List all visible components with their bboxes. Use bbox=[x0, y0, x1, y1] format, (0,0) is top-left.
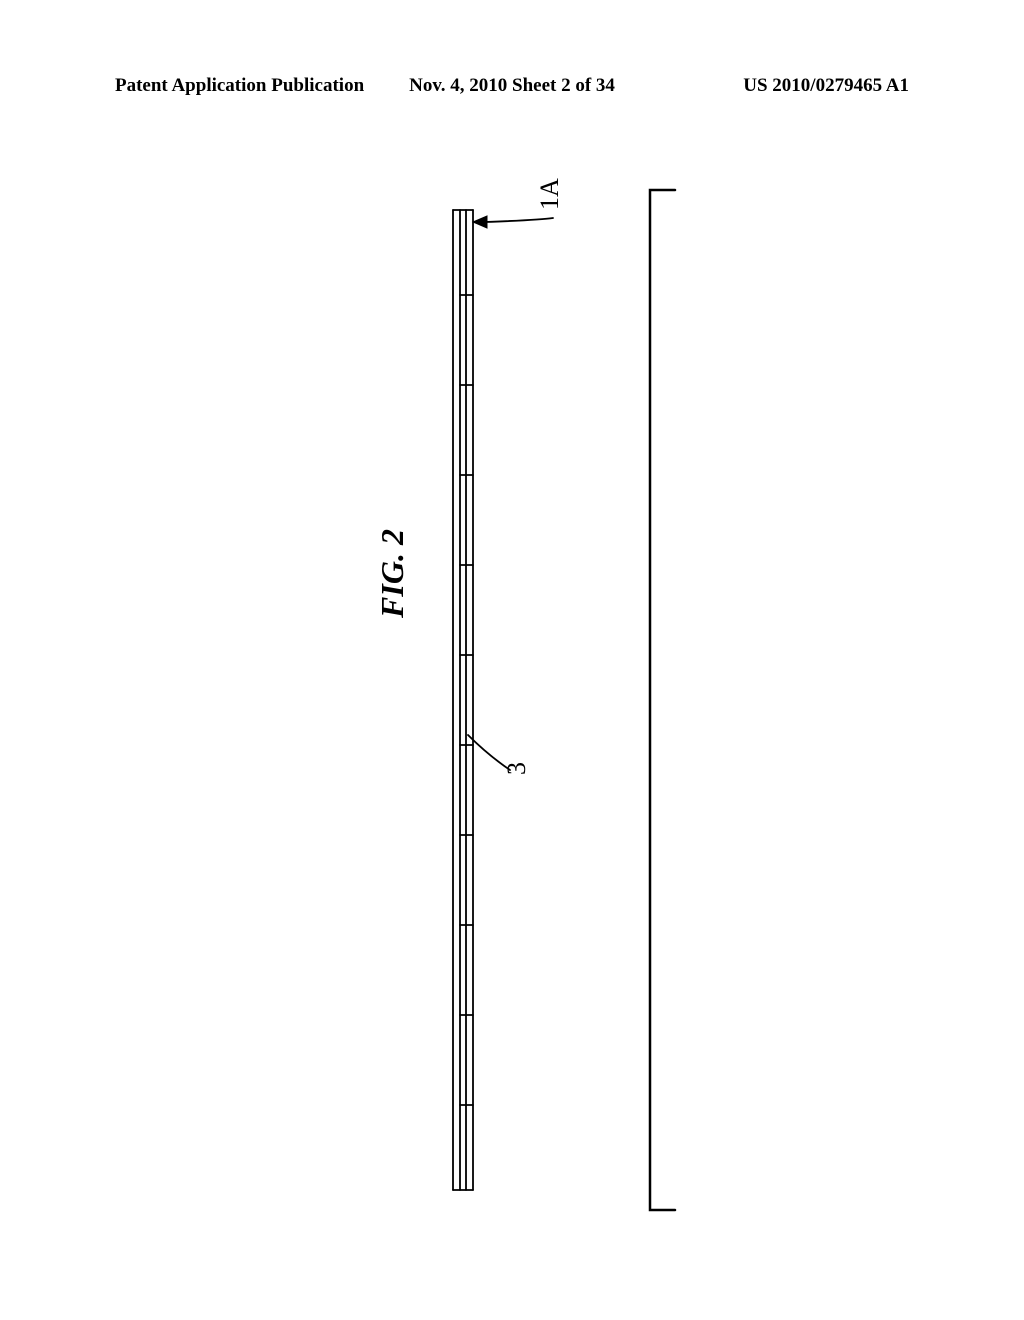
svg-text:1A: 1A bbox=[535, 178, 564, 210]
patent-diagram: 1A 3 bbox=[280, 160, 680, 1240]
svg-text:3: 3 bbox=[502, 762, 531, 775]
header-left-text: Patent Application Publication bbox=[115, 75, 380, 97]
page-header: Patent Application Publication Nov. 4, 2… bbox=[0, 75, 1024, 97]
header-right-text: US 2010/0279465 A1 bbox=[644, 75, 909, 97]
header-center-text: Nov. 4, 2010 Sheet 2 of 34 bbox=[380, 75, 645, 97]
